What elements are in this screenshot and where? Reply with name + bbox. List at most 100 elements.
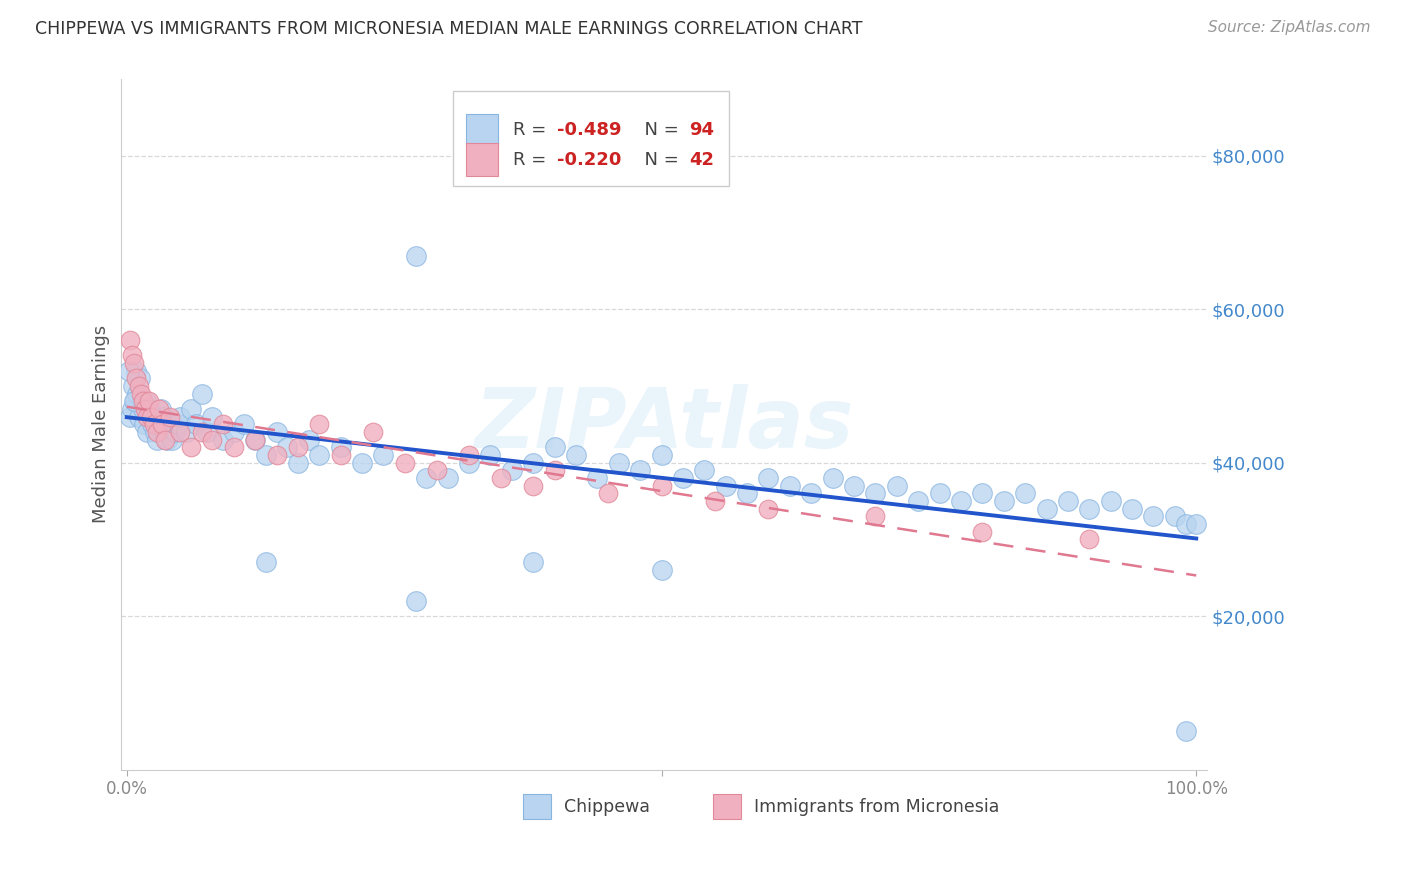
Point bbox=[758, 501, 780, 516]
Point bbox=[650, 563, 672, 577]
Point bbox=[1121, 501, 1143, 516]
Point bbox=[405, 594, 427, 608]
Point bbox=[145, 433, 167, 447]
Point bbox=[125, 364, 148, 378]
Point bbox=[1185, 517, 1208, 532]
Point bbox=[329, 441, 352, 455]
Point bbox=[949, 494, 972, 508]
Point bbox=[287, 456, 309, 470]
Point bbox=[522, 556, 544, 570]
Point bbox=[865, 509, 887, 524]
Bar bbox=[523, 795, 551, 819]
Point bbox=[160, 433, 183, 447]
Point bbox=[118, 333, 141, 347]
Point bbox=[735, 486, 758, 500]
Point bbox=[128, 409, 150, 424]
FancyBboxPatch shape bbox=[453, 91, 730, 186]
Point bbox=[174, 425, 197, 439]
Point bbox=[124, 356, 146, 370]
Point bbox=[222, 425, 245, 439]
Text: -0.489: -0.489 bbox=[557, 121, 621, 139]
Bar bbox=[713, 795, 741, 819]
Point bbox=[118, 364, 141, 378]
Point bbox=[886, 479, 908, 493]
Point bbox=[143, 425, 166, 439]
Point bbox=[650, 448, 672, 462]
Point bbox=[842, 479, 865, 493]
Point bbox=[522, 479, 544, 493]
Point bbox=[993, 494, 1015, 508]
Point bbox=[180, 402, 202, 417]
Point bbox=[714, 479, 737, 493]
Bar bbox=[465, 144, 498, 176]
Text: 42: 42 bbox=[689, 151, 714, 169]
Point bbox=[169, 409, 191, 424]
Point bbox=[150, 402, 173, 417]
Point bbox=[141, 409, 163, 424]
Point bbox=[142, 417, 165, 432]
Point bbox=[928, 486, 950, 500]
Text: Immigrants from Micronesia: Immigrants from Micronesia bbox=[754, 797, 1000, 816]
Point bbox=[800, 486, 823, 500]
Point bbox=[543, 463, 565, 477]
Text: ZIPAtlas: ZIPAtlas bbox=[474, 384, 853, 465]
Text: R =: R = bbox=[513, 151, 553, 169]
Point bbox=[361, 425, 384, 439]
Point bbox=[501, 463, 523, 477]
Point bbox=[243, 433, 266, 447]
Point bbox=[1014, 486, 1036, 500]
Point bbox=[1164, 509, 1187, 524]
Text: Chippewa: Chippewa bbox=[564, 797, 651, 816]
Point bbox=[132, 402, 155, 417]
Point bbox=[607, 456, 630, 470]
Point bbox=[458, 448, 481, 462]
Point bbox=[148, 402, 170, 417]
Point bbox=[1174, 517, 1197, 532]
Point bbox=[129, 386, 152, 401]
Point bbox=[159, 417, 181, 432]
Point bbox=[276, 441, 298, 455]
Point bbox=[907, 494, 929, 508]
Point bbox=[134, 402, 156, 417]
Text: N =: N = bbox=[633, 151, 685, 169]
Point bbox=[152, 409, 174, 424]
Point bbox=[704, 494, 727, 508]
Point bbox=[132, 394, 155, 409]
Point bbox=[118, 409, 141, 424]
Point bbox=[125, 371, 148, 385]
Point bbox=[121, 348, 143, 362]
Point bbox=[415, 471, 437, 485]
Point bbox=[297, 433, 319, 447]
Point bbox=[136, 425, 159, 439]
Text: R =: R = bbox=[513, 121, 553, 139]
Text: 94: 94 bbox=[689, 121, 714, 139]
Point bbox=[596, 486, 619, 500]
Point bbox=[1174, 724, 1197, 739]
Point bbox=[254, 556, 277, 570]
Point bbox=[128, 371, 150, 385]
Point bbox=[156, 433, 179, 447]
Point bbox=[195, 425, 218, 439]
Point bbox=[489, 471, 512, 485]
Point bbox=[352, 456, 374, 470]
Point bbox=[212, 433, 235, 447]
Point bbox=[132, 417, 155, 432]
Point bbox=[212, 417, 235, 432]
Bar bbox=[465, 114, 498, 146]
Point bbox=[136, 409, 159, 424]
Point bbox=[394, 456, 416, 470]
Point bbox=[405, 249, 427, 263]
Text: CHIPPEWA VS IMMIGRANTS FROM MICRONESIA MEDIAN MALE EARNINGS CORRELATION CHART: CHIPPEWA VS IMMIGRANTS FROM MICRONESIA M… bbox=[35, 20, 863, 37]
Text: Source: ZipAtlas.com: Source: ZipAtlas.com bbox=[1208, 20, 1371, 35]
Point bbox=[522, 456, 544, 470]
Point bbox=[148, 417, 170, 432]
Point bbox=[124, 394, 146, 409]
Point bbox=[243, 433, 266, 447]
Point bbox=[254, 448, 277, 462]
Point bbox=[1035, 501, 1057, 516]
Point bbox=[628, 463, 651, 477]
Point bbox=[180, 441, 202, 455]
Point bbox=[163, 425, 186, 439]
Point bbox=[972, 524, 994, 539]
Point bbox=[287, 441, 309, 455]
